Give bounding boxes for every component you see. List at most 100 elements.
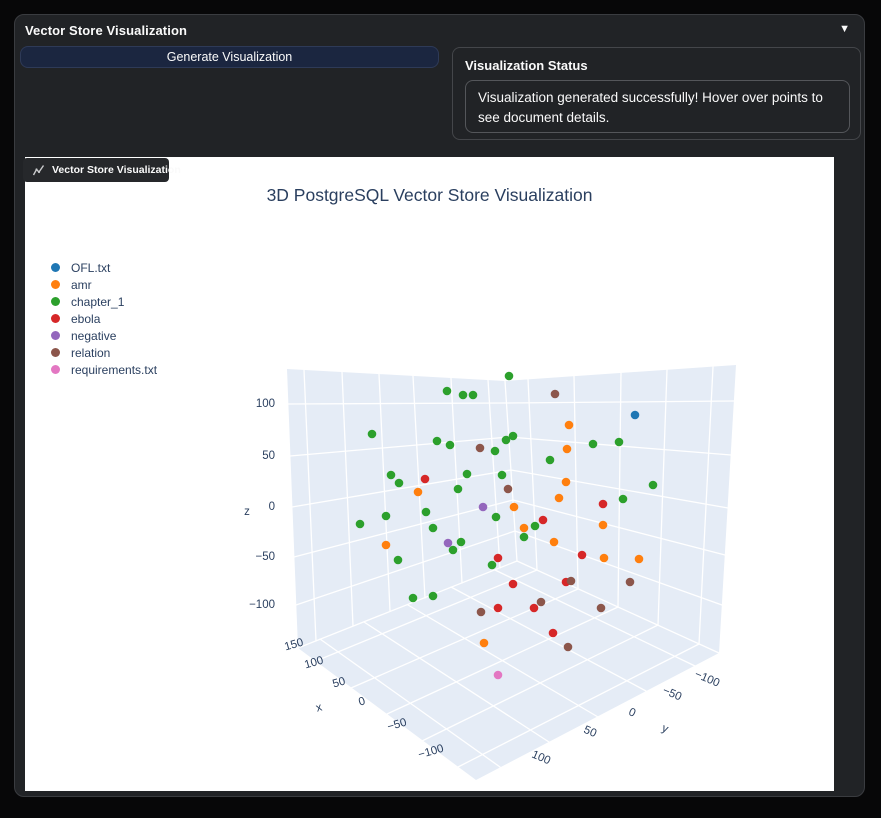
data-point-relation[interactable] (596, 603, 606, 613)
data-point-chapter_1[interactable] (393, 555, 403, 565)
plot-badge[interactable]: Vector Store Visualization (23, 158, 181, 182)
data-point-chapter_1[interactable] (545, 455, 555, 465)
data-point-relation[interactable] (503, 484, 513, 494)
data-point-chapter_1[interactable] (504, 371, 514, 381)
data-point-amr[interactable] (479, 638, 489, 648)
plot-title: 3D PostgreSQL Vector Store Visualization (266, 185, 593, 205)
legend-item[interactable]: OFL.txt (51, 259, 157, 276)
legend-item[interactable]: requirements.txt (51, 361, 157, 378)
data-point-chapter_1[interactable] (487, 560, 497, 570)
data-point-amr[interactable] (562, 444, 572, 454)
legend-item[interactable]: relation (51, 344, 157, 361)
y-axis-tick: 100 (530, 749, 552, 768)
legend-swatch (51, 280, 60, 289)
data-point-OFL.txt[interactable] (630, 410, 640, 420)
data-point-amr[interactable] (599, 553, 609, 563)
points-layer (355, 371, 658, 680)
data-point-chapter_1[interactable] (458, 390, 468, 400)
data-point-chapter_1[interactable] (367, 429, 377, 439)
data-point-chapter_1[interactable] (428, 591, 438, 601)
data-point-relation[interactable] (563, 642, 573, 652)
data-point-relation[interactable] (566, 576, 576, 586)
data-point-chapter_1[interactable] (614, 437, 624, 447)
legend-item[interactable]: negative (51, 327, 157, 344)
data-point-chapter_1[interactable] (519, 532, 529, 542)
data-point-chapter_1[interactable] (530, 521, 540, 531)
legend-swatch (51, 263, 60, 272)
z-axis-tick: 100 (256, 398, 275, 410)
z-axis-label: z (244, 506, 250, 518)
legend: OFL.txt amr chapter_1 ebola negative relation… (51, 259, 157, 378)
data-point-negative[interactable] (478, 502, 488, 512)
data-point-ebola[interactable] (598, 499, 608, 509)
data-point-amr[interactable] (509, 502, 519, 512)
data-point-relation[interactable] (625, 577, 635, 587)
data-point-amr[interactable] (598, 520, 608, 530)
y-axis-label: y (660, 722, 670, 735)
x-axis-label: x (315, 701, 324, 714)
data-point-relation[interactable] (536, 597, 546, 607)
data-point-chapter_1[interactable] (497, 470, 507, 480)
data-point-amr[interactable] (634, 554, 644, 564)
legend-swatch (51, 365, 60, 374)
data-point-ebola[interactable] (493, 553, 503, 563)
data-point-amr[interactable] (554, 493, 564, 503)
data-point-chapter_1[interactable] (468, 390, 478, 400)
data-point-chapter_1[interactable] (442, 386, 452, 396)
data-point-amr[interactable] (519, 523, 529, 533)
data-point-amr[interactable] (564, 420, 574, 430)
data-point-chapter_1[interactable] (445, 440, 455, 450)
data-point-amr[interactable] (549, 537, 559, 547)
legend-item[interactable]: ebola (51, 310, 157, 327)
data-point-chapter_1[interactable] (448, 545, 458, 555)
data-point-ebola[interactable] (420, 474, 430, 484)
data-point-negative[interactable] (443, 538, 453, 548)
data-point-chapter_1[interactable] (386, 470, 396, 480)
data-point-chapter_1[interactable] (648, 480, 658, 490)
z-axis-tick: 0 (269, 501, 275, 513)
legend-item[interactable]: chapter_1 (51, 293, 157, 310)
data-point-ebola[interactable] (548, 628, 558, 638)
data-point-ebola[interactable] (538, 515, 548, 525)
scene-background (287, 365, 736, 780)
expander-title: Vector Store Visualization (25, 23, 188, 38)
data-point-chapter_1[interactable] (355, 519, 365, 529)
data-point-ebola[interactable] (529, 603, 539, 613)
data-point-chapter_1[interactable] (428, 523, 438, 533)
legend-swatch (51, 331, 60, 340)
data-point-chapter_1[interactable] (462, 469, 472, 479)
data-point-chapter_1[interactable] (453, 484, 463, 494)
legend-item[interactable]: amr (51, 276, 157, 293)
data-point-ebola[interactable] (493, 603, 503, 613)
data-point-ebola[interactable] (508, 579, 518, 589)
data-point-ebola[interactable] (577, 550, 587, 560)
data-point-chapter_1[interactable] (588, 439, 598, 449)
data-point-chapter_1[interactable] (421, 507, 431, 517)
data-point-chapter_1[interactable] (394, 478, 404, 488)
data-point-chapter_1[interactable] (618, 494, 628, 504)
legend-swatch (51, 297, 60, 306)
data-point-relation[interactable] (475, 443, 485, 453)
data-point-chapter_1[interactable] (501, 435, 511, 445)
status-message: Visualization generated successfully! Ho… (478, 90, 823, 126)
data-point-chapter_1[interactable] (432, 436, 442, 446)
data-point-amr[interactable] (381, 540, 391, 550)
data-point-relation[interactable] (550, 389, 560, 399)
data-point-chapter_1[interactable] (491, 512, 501, 522)
data-point-relation[interactable] (476, 607, 486, 617)
data-point-chapter_1[interactable] (408, 593, 418, 603)
collapse-icon[interactable]: ▼ (839, 23, 850, 35)
expander-header[interactable]: Vector Store Visualization ▼ (15, 15, 864, 47)
data-point-requirements.txt[interactable] (493, 670, 503, 680)
expander-panel: Vector Store Visualization ▼ Generate Vi… (14, 14, 865, 797)
data-point-amr[interactable] (413, 487, 423, 497)
generate-visualization-button[interactable]: Generate Visualization (20, 46, 439, 68)
plot-card: 3D PostgreSQL Vector Store Visualization… (25, 157, 834, 791)
z-axis-tick: −100 (249, 599, 275, 611)
data-point-chapter_1[interactable] (381, 511, 391, 521)
data-point-amr[interactable] (561, 477, 571, 487)
data-point-chapter_1[interactable] (508, 431, 518, 441)
z-axis-tick: −50 (255, 551, 275, 563)
data-point-chapter_1[interactable] (456, 537, 466, 547)
data-point-chapter_1[interactable] (490, 446, 500, 456)
